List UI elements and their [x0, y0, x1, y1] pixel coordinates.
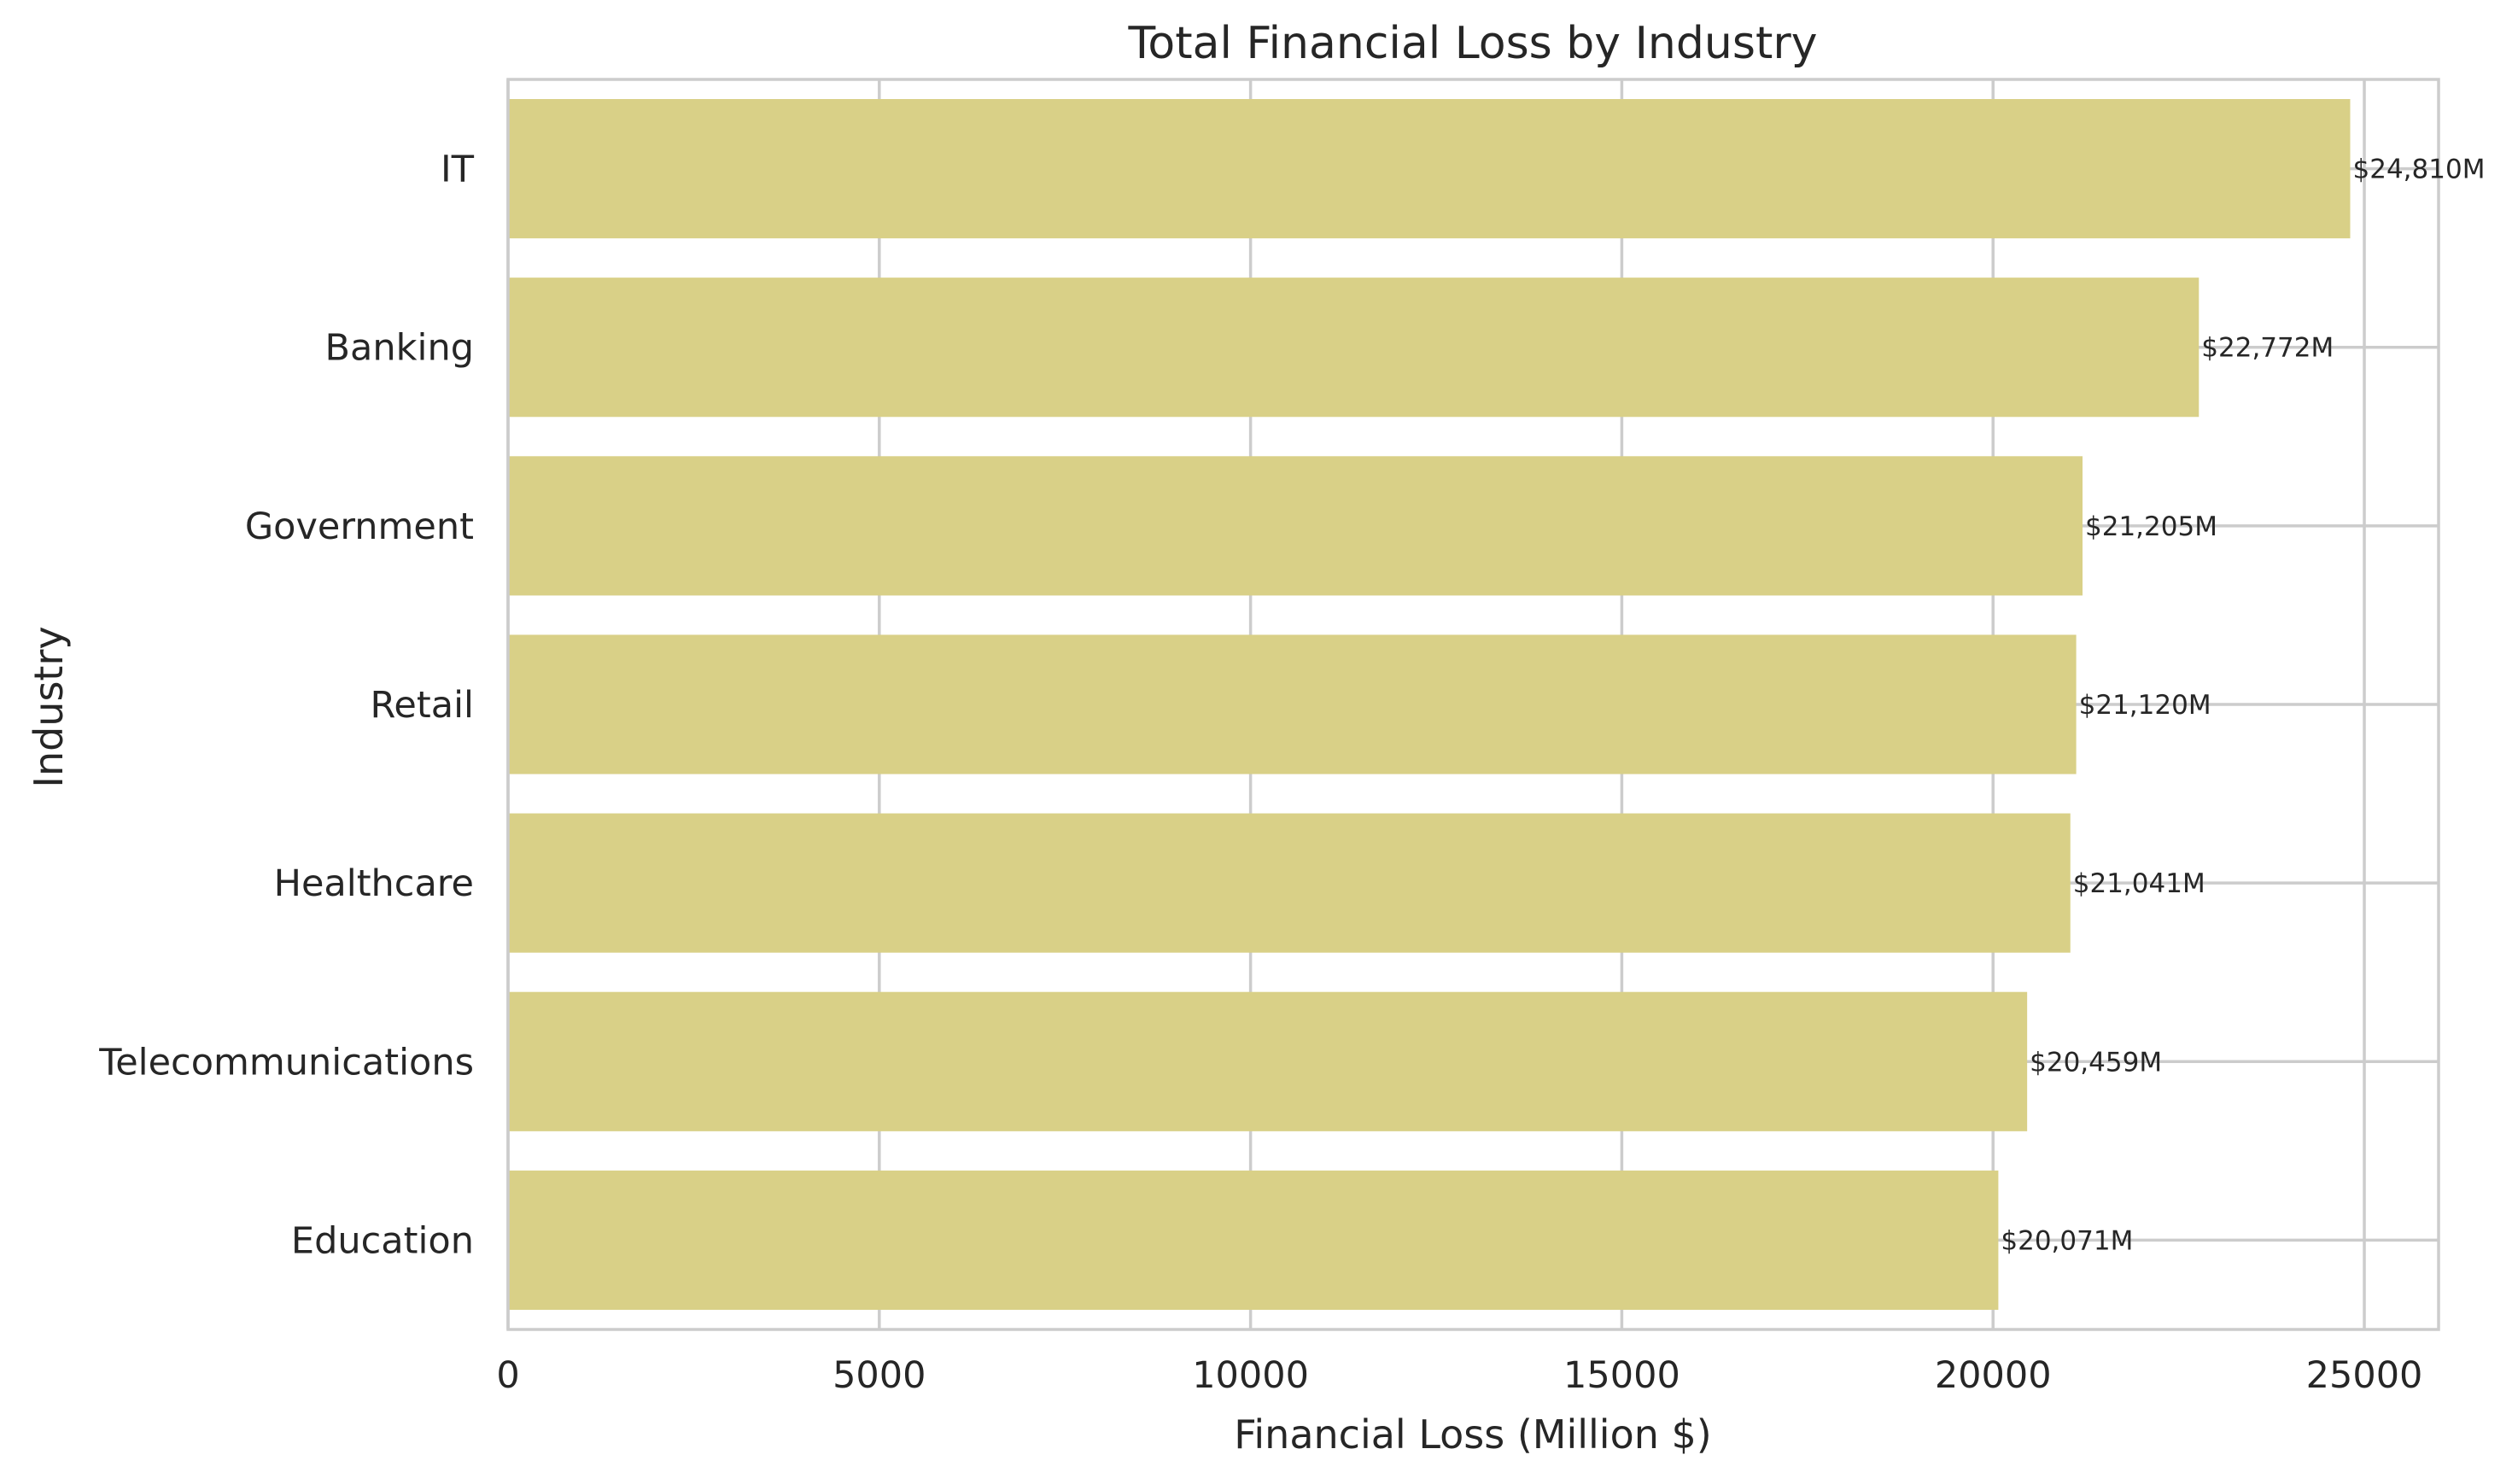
x-tick-label: 0 — [496, 1354, 519, 1397]
x-tick-label: 5000 — [832, 1354, 926, 1397]
data-label: $21,205M — [2085, 511, 2217, 542]
data-label: $21,041M — [2073, 868, 2205, 899]
bar — [508, 278, 2199, 418]
y-tick-label: Retail — [370, 684, 474, 727]
plot-frame — [506, 78, 2440, 1331]
y-tick-label: Banking — [325, 327, 475, 370]
data-label: $24,810M — [2353, 155, 2486, 185]
axis-ticks: 0 5000 10000 15000 20000 25000 IT Banking Govern… — [98, 149, 2422, 1397]
bar — [508, 813, 2071, 953]
chart-title: Total Financial Loss by Industry — [1128, 18, 1818, 69]
bars — [508, 99, 2351, 1310]
bar — [508, 991, 2028, 1131]
data-label: $20,071M — [2001, 1225, 2133, 1256]
x-axis-label: Financial Loss (Million $) — [1234, 1411, 1711, 1458]
y-tick-label: Telecommunications — [98, 1041, 474, 1084]
y-tick-label: Government — [245, 505, 474, 548]
bar — [508, 1170, 1999, 1310]
data-label: $22,772M — [2201, 333, 2334, 364]
data-labels: $24,810M $22,772M $21,205M $21,120M $21,041M… — [2001, 155, 2485, 1257]
y-axis-label: Industry — [26, 626, 72, 787]
y-tick-label: Education — [291, 1219, 474, 1262]
x-tick-label: 20000 — [1935, 1354, 2052, 1397]
y-tick-label: IT — [441, 149, 475, 191]
x-tick-label: 25000 — [2306, 1354, 2423, 1397]
bar — [508, 99, 2351, 239]
bar — [508, 456, 2083, 596]
x-tick-label: 15000 — [1563, 1354, 1680, 1397]
data-label: $20,459M — [2030, 1047, 2162, 1078]
data-label: $21,120M — [2079, 690, 2211, 721]
y-tick-label: Healthcare — [274, 862, 474, 905]
bar — [508, 634, 2077, 774]
x-tick-label: 10000 — [1192, 1354, 1309, 1397]
